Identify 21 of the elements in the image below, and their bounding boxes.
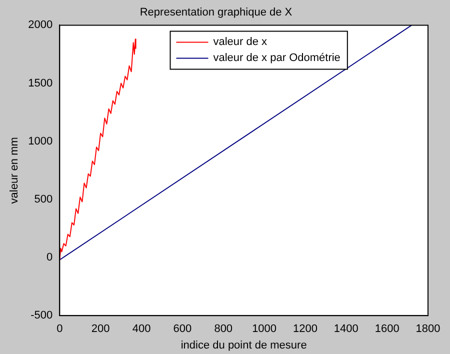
y-tick-label: 0 [46, 252, 53, 264]
y-tick-label: 500 [34, 193, 53, 206]
y-tick-label: 2000 [28, 19, 53, 32]
x-axis-title: indice du point de mesure [180, 339, 307, 352]
x-tick-label: 1600 [374, 323, 400, 336]
x-tick-label: 200 [91, 323, 110, 336]
y-axis-title: valeur en mm [8, 137, 21, 204]
y-tick-label: -500 [30, 310, 53, 322]
x-tick-label: 800 [214, 323, 233, 336]
x-tick-label: 600 [173, 323, 192, 336]
x-tick-label: 1400 [334, 323, 358, 336]
y-tick-label: 1500 [28, 77, 53, 90]
x-tick-label: 1000 [252, 323, 277, 336]
y-tick-label: 1000 [28, 135, 53, 148]
x-tick-label: 1200 [292, 323, 318, 336]
x-tick-label: 400 [132, 323, 151, 336]
legend-label: valeur de x [213, 36, 268, 48]
x-tick-label: 0 [56, 323, 63, 336]
legend-label: valeur de x par Odométrie [213, 52, 340, 64]
x-tick-label: 1800 [416, 323, 440, 336]
chart-title: Representation graphique de X [140, 6, 293, 19]
